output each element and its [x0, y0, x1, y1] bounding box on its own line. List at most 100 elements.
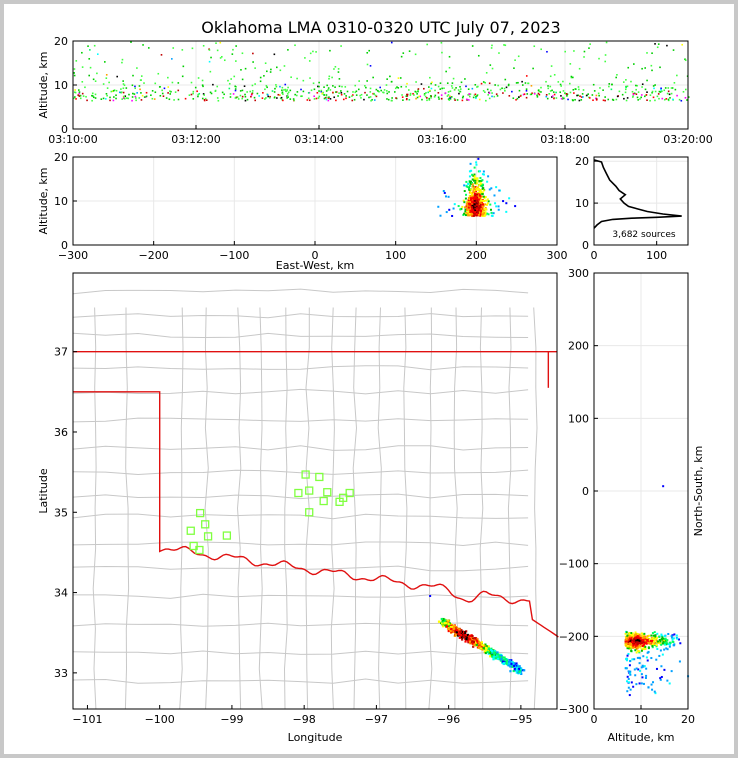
- source-cell: [454, 628, 458, 632]
- source-cell: [473, 198, 476, 201]
- source-point: [154, 91, 157, 94]
- source-cell: [509, 665, 512, 668]
- source-point: [462, 95, 465, 98]
- source-point: [625, 86, 627, 89]
- source-cell: [649, 640, 652, 643]
- source-point: [282, 93, 284, 95]
- source-cell: [513, 668, 516, 671]
- source-point: [491, 44, 493, 47]
- source-point: [490, 47, 493, 49]
- source-point: [610, 88, 613, 91]
- source-point: [209, 91, 212, 94]
- source-point: [604, 54, 607, 56]
- source-point: [498, 52, 500, 54]
- source-cell: [640, 649, 643, 652]
- source-cell: [478, 209, 481, 212]
- source-point: [540, 86, 542, 89]
- source-cell: [654, 692, 657, 695]
- source-cell: [629, 647, 632, 650]
- source-cell: [483, 196, 486, 199]
- source-point: [454, 99, 456, 101]
- source-cell: [626, 680, 629, 683]
- source-cell: [647, 641, 650, 644]
- source-point: [533, 93, 536, 95]
- source-point: [461, 99, 464, 102]
- source-point: [134, 85, 136, 88]
- source-point: [170, 90, 172, 93]
- source-point: [625, 79, 627, 81]
- source-cell: [483, 647, 486, 650]
- source-point: [318, 90, 320, 92]
- source-cell: [458, 628, 461, 631]
- county-line: [352, 307, 358, 710]
- source-point: [605, 41, 608, 44]
- source-cell: [655, 667, 658, 670]
- source-point: [369, 91, 372, 93]
- source-cell: [481, 179, 484, 182]
- source-cell: [473, 214, 476, 217]
- source-point: [332, 91, 334, 94]
- source-cell: [651, 639, 654, 642]
- source-point: [234, 88, 237, 90]
- source-cell: [645, 667, 648, 670]
- source-cell: [475, 214, 478, 217]
- source-point: [329, 89, 332, 91]
- source-cell: [640, 644, 643, 647]
- source-point: [521, 84, 524, 86]
- source-point: [588, 97, 591, 99]
- source-cell: [641, 637, 644, 640]
- source-cell: [470, 213, 473, 216]
- source-cell: [495, 205, 498, 208]
- x-tick-label: 03:16:00: [417, 133, 466, 146]
- county-line: [236, 307, 242, 710]
- source-point: [562, 80, 564, 83]
- source-point: [660, 89, 662, 91]
- source-point: [444, 92, 447, 94]
- ew-frame: [72, 156, 558, 246]
- source-point: [351, 99, 354, 102]
- source-point: [549, 85, 552, 88]
- source-cell: [469, 638, 472, 641]
- source-cell: [448, 627, 451, 630]
- source-cell: [469, 207, 472, 210]
- source-point: [569, 82, 571, 85]
- source-cell: [470, 203, 473, 206]
- source-point: [73, 68, 76, 70]
- source-point: [289, 98, 292, 100]
- county-line: [72, 332, 529, 339]
- source-cell: [642, 638, 645, 641]
- source-point: [631, 96, 634, 98]
- source-point: [138, 85, 141, 87]
- y-axis-label: Latitude: [37, 468, 50, 514]
- source-cell: [493, 194, 496, 197]
- source-point: [368, 49, 371, 52]
- source-point: [105, 92, 108, 95]
- source-cell: [626, 675, 629, 678]
- x-tick-label: 20: [681, 713, 695, 726]
- source-point: [429, 76, 431, 79]
- source-cell: [473, 643, 476, 646]
- source-cell: [477, 213, 480, 216]
- source-point: [94, 93, 97, 96]
- source-cell: [454, 630, 457, 634]
- source-point: [420, 83, 423, 85]
- source-point: [631, 90, 634, 93]
- source-point: [608, 83, 611, 85]
- source-point: [512, 97, 515, 100]
- source-point: [608, 85, 610, 88]
- source-cell: [474, 213, 477, 216]
- source-point: [540, 91, 542, 93]
- source-point: [622, 81, 625, 83]
- source-cell: [475, 213, 478, 216]
- source-cell: [487, 200, 490, 203]
- source-cell: [504, 658, 507, 661]
- source-cell: [489, 651, 492, 655]
- source-point: [286, 89, 289, 91]
- x-tick-label: 0: [312, 249, 319, 262]
- source-point: [467, 94, 469, 96]
- source-cell: [508, 197, 511, 200]
- source-point: [451, 82, 454, 84]
- source-cell: [643, 665, 646, 668]
- source-point: [684, 96, 687, 99]
- source-point: [555, 97, 558, 99]
